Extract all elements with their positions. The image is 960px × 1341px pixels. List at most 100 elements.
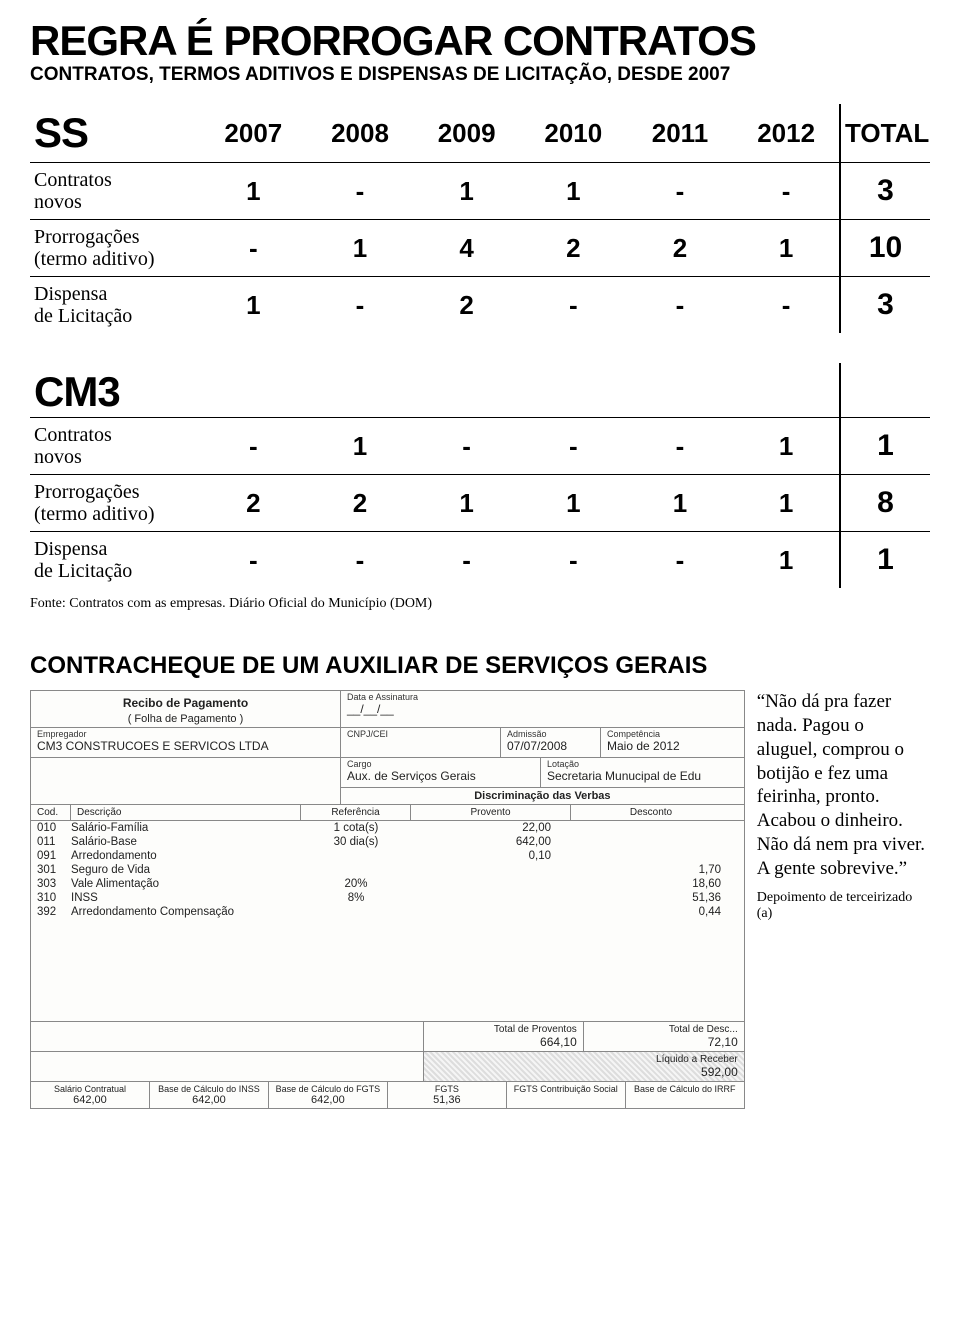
cm3-r1-c4: 1 — [627, 475, 734, 532]
paystub-header-sub: ( Folha de Pagamento ) — [37, 713, 334, 725]
headline: REGRA É PRORROGAR CONTRATOS — [30, 20, 930, 62]
ss-r2-c1: - — [307, 277, 414, 334]
quote-text: “Não dá pra fazer nada. Pagou o aluguel,… — [757, 690, 927, 880]
admissao-label: Admissão — [507, 730, 594, 739]
cargo-val: Aux. de Serviços Gerais — [347, 769, 476, 783]
cnpj-label: CNPJ/CEI — [347, 730, 494, 739]
ss-r0-c2: 1 — [413, 163, 520, 220]
year-2011: 2011 — [627, 104, 734, 163]
ss-label: SS — [34, 109, 88, 156]
competencia-label: Competência — [607, 730, 738, 739]
ss-r0-c3: 1 — [520, 163, 627, 220]
paystub-line: 010Salário-Família1 cota(s)22,00 — [31, 821, 744, 835]
paystub-line: 301Seguro de Vida1,70 — [31, 863, 744, 877]
paystub-line: 392Arredondamento Compensação0,44 — [31, 905, 744, 919]
cm3-r2-c1: - — [307, 532, 414, 589]
ss-r2-c0: 1 — [200, 277, 307, 334]
cm3-r2-c4: - — [627, 532, 734, 589]
cm3-r1-c2: 1 — [413, 475, 520, 532]
total-desc-label: Total de Desc... — [669, 1024, 738, 1035]
cm3-r1-c0: 2 — [200, 475, 307, 532]
empregador-label: Empregador — [37, 730, 334, 739]
cm3-r0-c1: 1 — [307, 418, 414, 475]
ss-r0-c4: - — [627, 163, 734, 220]
ss-r1-c5: 1 — [733, 220, 840, 277]
paystub-body: 010Salário-Família1 cota(s)22,00011Salár… — [31, 821, 744, 1021]
paystub-title: CONTRACHEQUE DE UM AUXILIAR DE SERVIÇOS … — [30, 652, 930, 680]
cm3-r0-c3: - — [520, 418, 627, 475]
paystub-header-title: Recibo de Pagamento — [37, 693, 334, 713]
paystub-line: 091Arredondamento0,10 — [31, 849, 744, 863]
cm3-r0-c2: - — [413, 418, 520, 475]
ss-r2-c3: - — [520, 277, 627, 334]
ss-r0-total: 3 — [840, 163, 930, 220]
lotacao-val: Secretaria Munucipal de Edu — [547, 769, 701, 783]
cm3-row-2-label: Dispensade Licitação — [30, 532, 200, 589]
cm3-r2-total: 1 — [840, 532, 930, 589]
ss-row-0-label: Contratosnovos — [30, 163, 200, 220]
ss-r1-c2: 4 — [413, 220, 520, 277]
paystub-footer-cell: FGTS51,36 — [388, 1082, 507, 1108]
data-assinatura-label: Data e Assinatura — [347, 693, 738, 702]
cm3-r2-c0: - — [200, 532, 307, 589]
year-2009: 2009 — [413, 104, 520, 163]
cm3-r1-c3: 1 — [520, 475, 627, 532]
total-header: TOTAL — [840, 104, 930, 163]
paystub-footer-cell: FGTS Contribuição Social — [507, 1082, 626, 1108]
paystub-columns: Cod. Descrição Referência Provento Desco… — [31, 805, 744, 821]
cm3-r0-total: 1 — [840, 418, 930, 475]
ss-r1-c3: 2 — [520, 220, 627, 277]
year-2007: 2007 — [200, 104, 307, 163]
ss-row-1-label: Prorrogações(termo aditivo) — [30, 220, 200, 277]
cm3-r2-c3: - — [520, 532, 627, 589]
total-prov-label: Total de Proventos — [494, 1024, 577, 1035]
paystub-footer-cell: Base de Cálculo do INSS642,00 — [150, 1082, 269, 1108]
lotacao-label: Lotação — [547, 760, 738, 769]
ss-r1-c0: - — [200, 220, 307, 277]
cm3-table: CM3 Contratosnovos - 1 - - - 1 1 Prorrog… — [30, 363, 930, 588]
cm3-r2-c5: 1 — [733, 532, 840, 589]
cm3-r1-c1: 2 — [307, 475, 414, 532]
paystub: Recibo de Pagamento ( Folha de Pagamento… — [30, 690, 745, 1108]
ss-r2-c2: 2 — [413, 277, 520, 334]
paystub-line: 303Vale Alimentação20%18,60 — [31, 877, 744, 891]
cm3-r1-total: 8 — [840, 475, 930, 532]
ss-r1-c4: 2 — [627, 220, 734, 277]
ss-r1-c1: 1 — [307, 220, 414, 277]
data-assinatura-val: __/__/__ — [347, 702, 394, 716]
cm3-row-1-label: Prorrogações(termo aditivo) — [30, 475, 200, 532]
year-2010: 2010 — [520, 104, 627, 163]
cm3-r2-c2: - — [413, 532, 520, 589]
cm3-label: CM3 — [34, 368, 120, 415]
year-2008: 2008 — [307, 104, 414, 163]
ss-r0-c1: - — [307, 163, 414, 220]
cm3-r0-c0: - — [200, 418, 307, 475]
disc-verbas-label: Discriminação das Verbas — [341, 788, 744, 804]
source-note: Fonte: Contratos com as empresas. Diário… — [30, 596, 930, 612]
paystub-line: 310INSS8%51,36 — [31, 891, 744, 905]
cargo-label: Cargo — [347, 760, 534, 769]
ss-row-2-label: Dispensade Licitação — [30, 277, 200, 334]
year-2012: 2012 — [733, 104, 840, 163]
ss-r2-total: 3 — [840, 277, 930, 334]
subheadline: CONTRATOS, TERMOS ADITIVOS E DISPENSAS D… — [30, 64, 930, 86]
cm3-r0-c5: 1 — [733, 418, 840, 475]
ss-r2-c5: - — [733, 277, 840, 334]
paystub-footer-cell: Base de Cálculo do IRRF — [626, 1082, 744, 1108]
paystub-footer-cell: Salário Contratual642,00 — [31, 1082, 150, 1108]
paystub-line: 011Salário-Base30 dia(s)642,00 — [31, 835, 744, 849]
competencia-val: Maio de 2012 — [607, 739, 680, 753]
liquido-val: 592,00 — [701, 1065, 738, 1079]
paystub-footer-cell: Base de Cálculo do FGTS642,00 — [269, 1082, 388, 1108]
total-desc-val: 72,10 — [708, 1035, 738, 1049]
paystub-footer: Salário Contratual642,00Base de Cálculo … — [31, 1081, 744, 1108]
quote-attribution: Depoimento de terceirizado (a) — [757, 890, 930, 922]
ss-r0-c0: 1 — [200, 163, 307, 220]
ss-r0-c5: - — [733, 163, 840, 220]
cm3-row-0-label: Contratosnovos — [30, 418, 200, 475]
ss-table: SS 2007 2008 2009 2010 2011 2012 TOTAL C… — [30, 104, 930, 333]
ss-r1-total: 10 — [840, 220, 930, 277]
cm3-r1-c5: 1 — [733, 475, 840, 532]
empregador-val: CM3 CONSTRUCOES E SERVICOS LTDA — [37, 739, 269, 753]
cm3-r0-c4: - — [627, 418, 734, 475]
